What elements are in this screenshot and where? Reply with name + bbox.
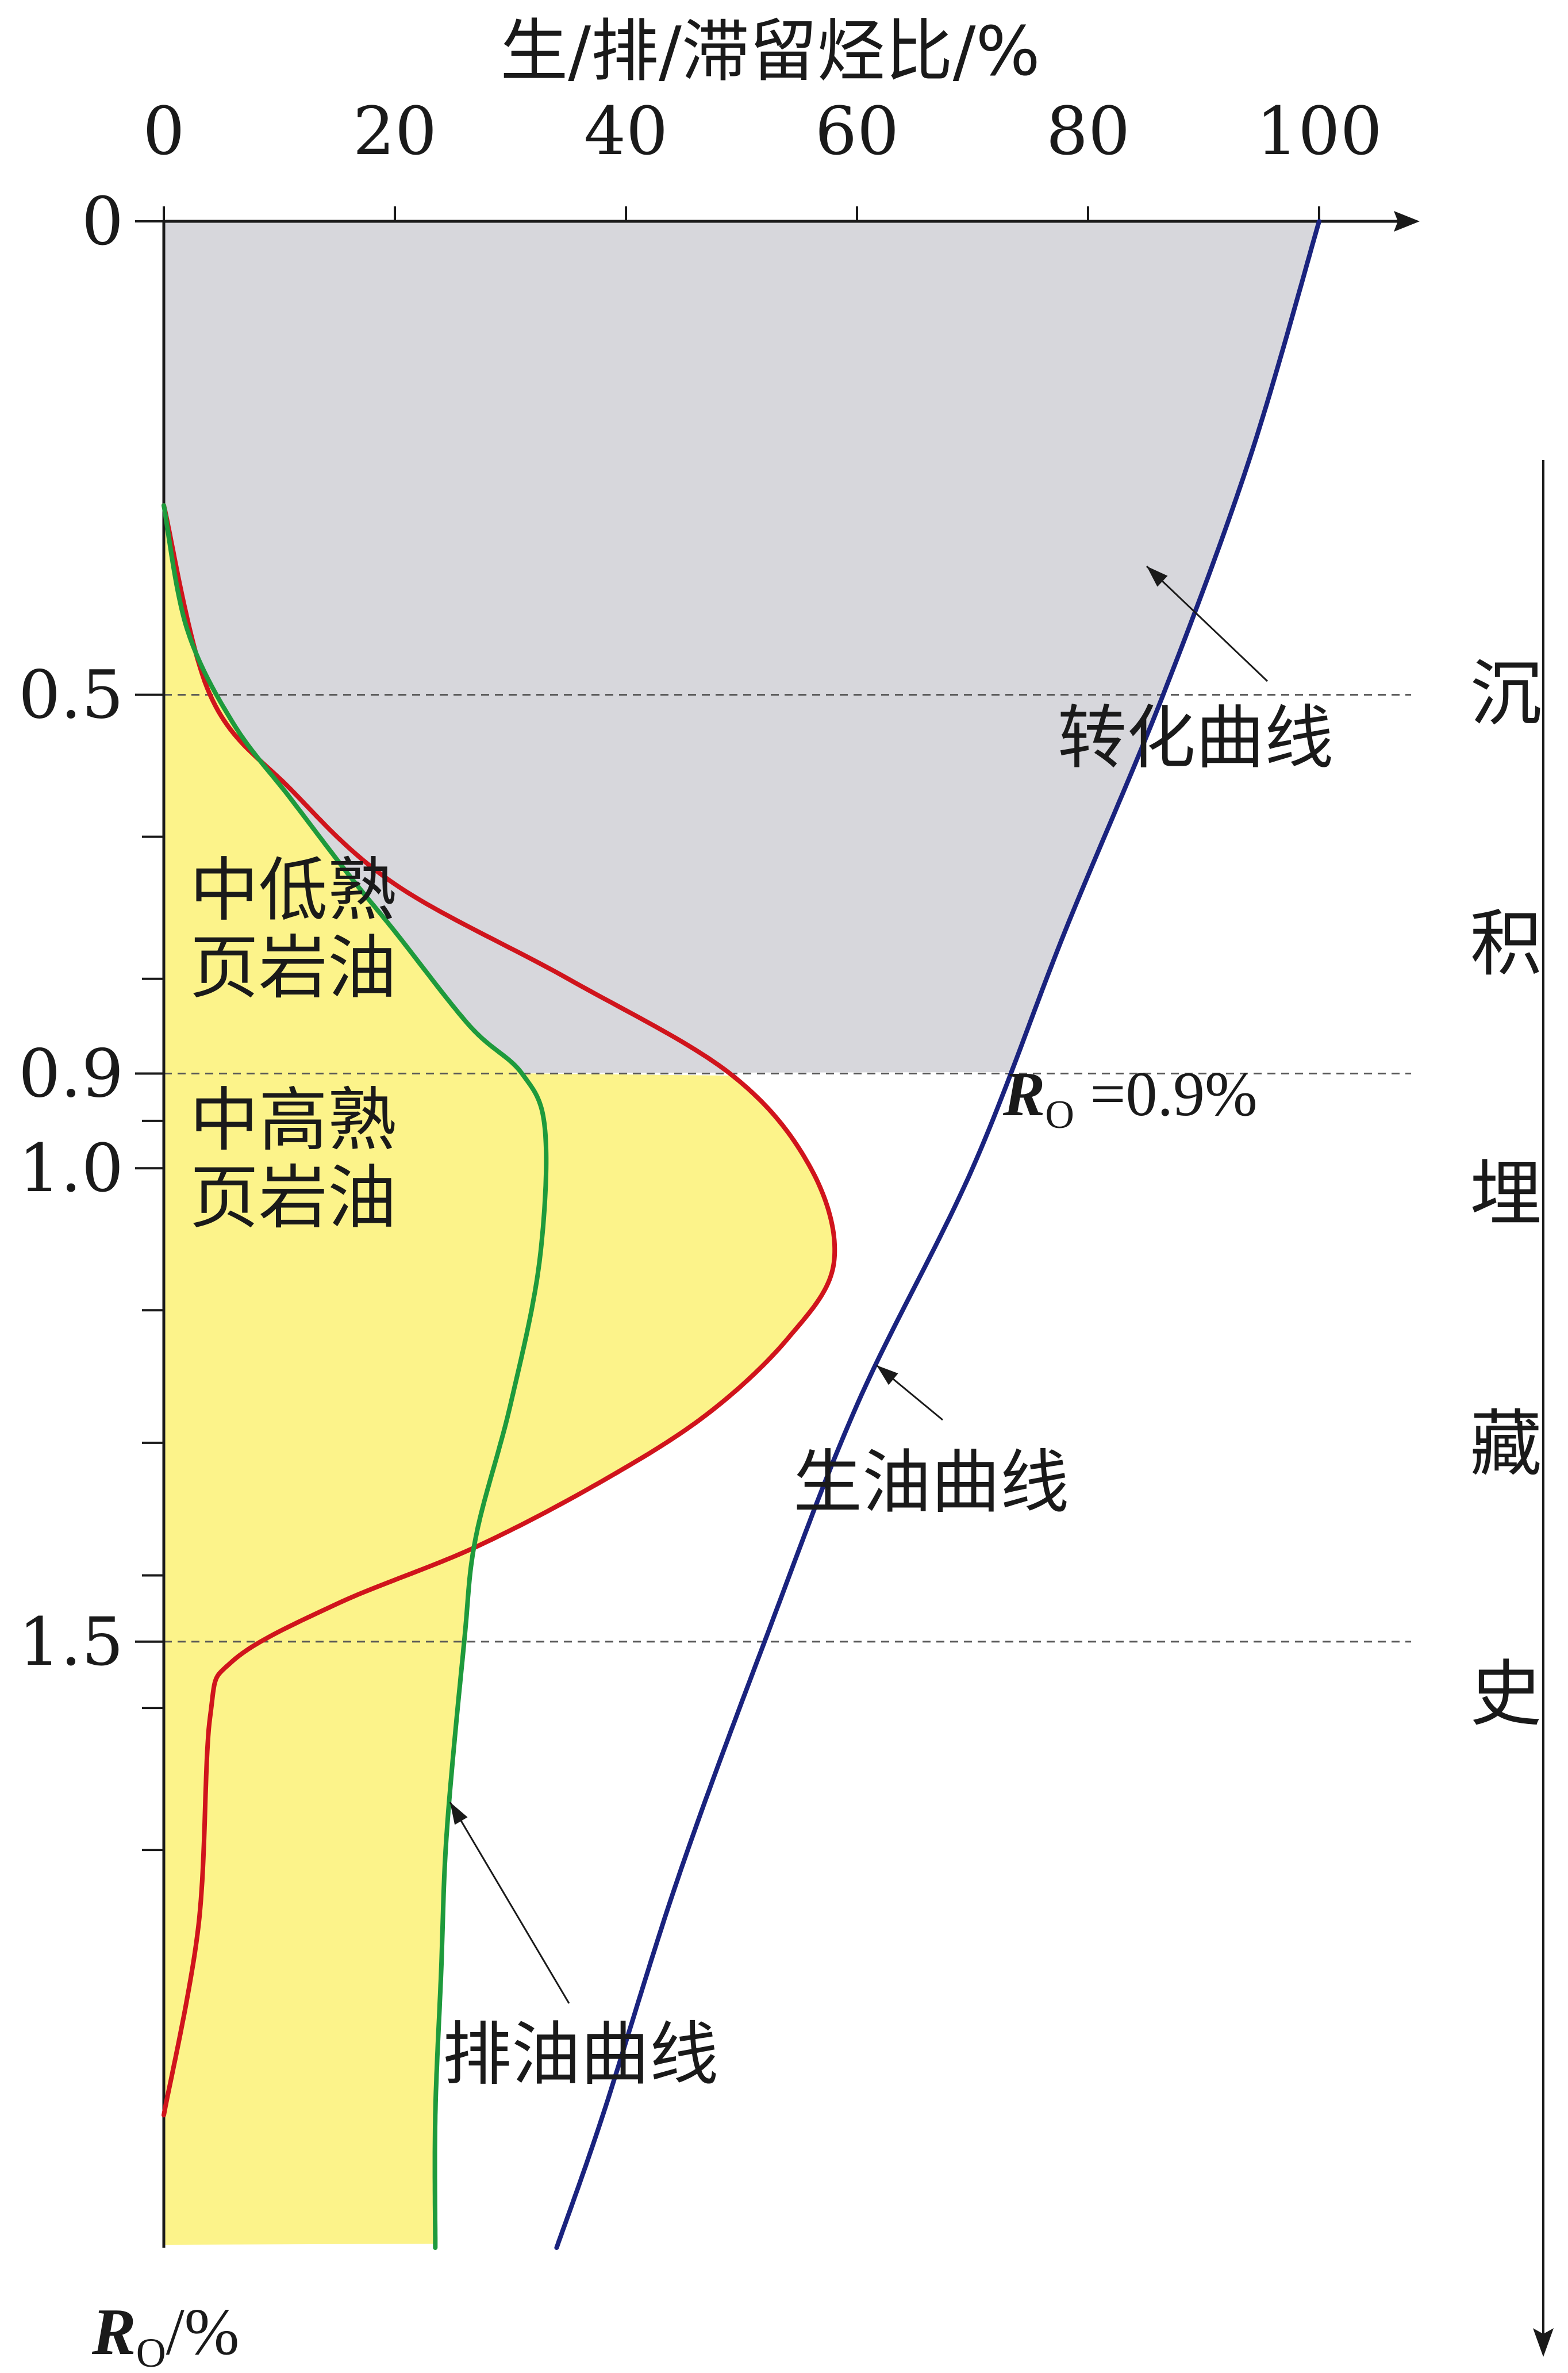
threshold-label-sub: O [1045, 1093, 1074, 1137]
yellow-shale-oil-region [164, 505, 835, 2245]
annotation-expulsion-curve: 排油曲线 [443, 2015, 718, 2095]
annotation-generation-curve: 生油曲线 [793, 1443, 1069, 1523]
y-axis-title-italic: R [91, 2295, 136, 2368]
region-label-high-mature-line1: 中高熟 [190, 1081, 397, 1161]
y-tick-label-0: 0 [82, 183, 124, 260]
arrow-generation-head [877, 1365, 898, 1385]
x-tick-label-2: 40 [584, 93, 668, 170]
region-label-high-mature-line2: 页岩油 [190, 1158, 397, 1238]
side-label-burial-history: 沉积埋藏史 [1458, 655, 1541, 1906]
y-tick-label-1: 0.5 [18, 657, 124, 734]
y-axis-title-sub: O [136, 2330, 166, 2373]
burial-history-arrow [1533, 2328, 1554, 2357]
annotations [449, 565, 1269, 2004]
series-lines [162, 219, 1321, 2250]
threshold-label-italic: R [1002, 1059, 1045, 1129]
x-tick-label-4: 80 [1046, 93, 1130, 170]
y-axis-title-unit: /% [166, 2295, 240, 2368]
axes: 0 20 40 60 80 100 0 0.5 0.9 1.0 1.5 [18, 93, 1554, 2357]
x-tick-label-3: 60 [815, 93, 899, 170]
y-axis-title: RO/% [91, 2295, 239, 2373]
fill-regions [164, 221, 1319, 2245]
gray-conversion-region [164, 221, 1319, 1074]
x-tick-label-0: 0 [143, 93, 185, 170]
threshold-label-text: =0.9% [1074, 1059, 1258, 1129]
x-tick-label-5: 100 [1256, 93, 1382, 170]
x-axis-arrow [1394, 211, 1420, 232]
generation-curve [162, 503, 837, 2118]
region-label-low-mature-line2: 页岩油 [190, 928, 397, 1008]
y-tick-label-3: 1.0 [18, 1130, 124, 1207]
expulsion-curve [162, 503, 549, 2250]
region-label-low-mature-line1: 中低熟 [190, 851, 397, 931]
y-tick-label-2: 0.9 [18, 1035, 124, 1112]
arrow-conversion-line [1146, 565, 1269, 682]
arrow-expulsion-head [450, 1802, 468, 1825]
y-tick-label-4: 1.5 [18, 1604, 124, 1681]
threshold-label: RO =0.9% [1002, 1059, 1258, 1137]
x-tick-label-1: 20 [353, 93, 437, 170]
annotation-conversion-curve: 转化曲线 [1058, 698, 1333, 778]
dashed-lines [164, 694, 1411, 1643]
conversion-curve [554, 219, 1321, 2250]
arrow-conversion-head [1147, 566, 1168, 587]
arrow-expulsion-line [449, 1802, 570, 2004]
x-axis-title: 生/排/滞留烃比/% [500, 11, 1040, 91]
